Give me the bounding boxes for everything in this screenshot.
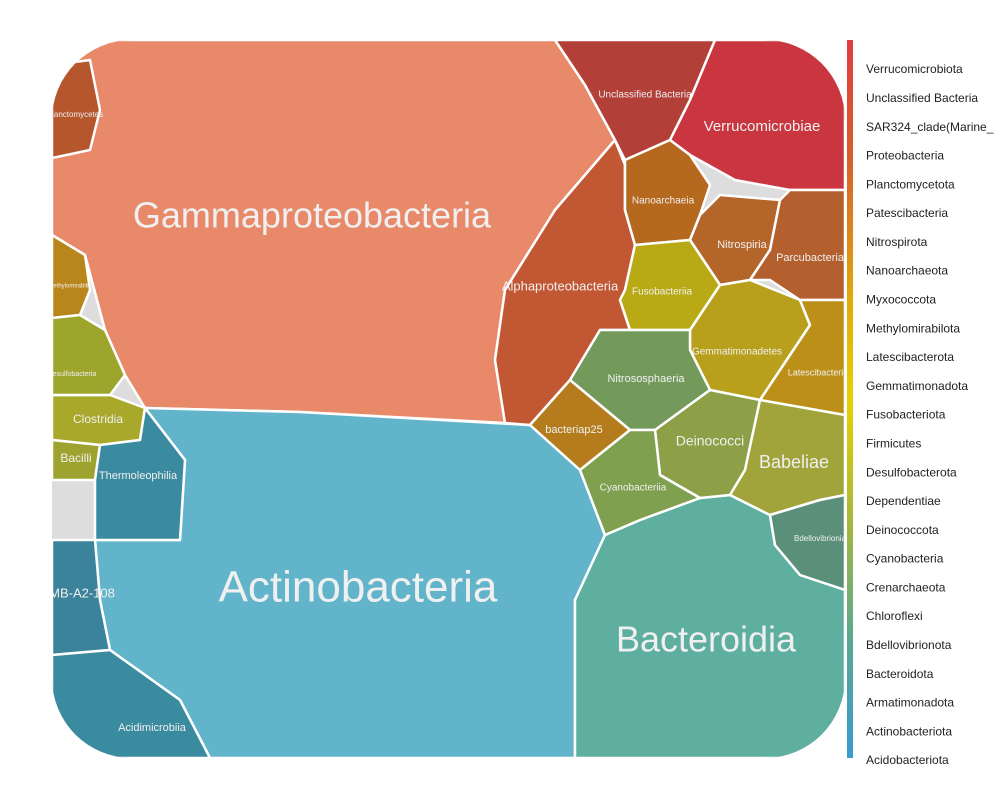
cell bbox=[52, 233, 92, 320]
cell-label: Verrucomicrobiae bbox=[704, 118, 821, 135]
cell-label: Cyanobacteriia bbox=[600, 483, 667, 494]
legend-label: Planctomycetota bbox=[866, 177, 955, 191]
cell-label: Bacteroidia bbox=[616, 619, 797, 660]
legend-label: Nanoarchaeota bbox=[866, 264, 948, 278]
legend-label: Firmicutes bbox=[866, 436, 921, 450]
cell-label: Babeliae bbox=[759, 452, 829, 472]
legend-label: SAR324_clade(Marine_ bbox=[866, 120, 994, 134]
cell-label: Acidimicrobiia bbox=[118, 722, 187, 734]
legend-label: Chloroflexi bbox=[866, 609, 923, 623]
legend-label: Desulfobacterota bbox=[866, 465, 957, 479]
cell-label: Parcubacteria bbox=[776, 252, 845, 264]
cell-label: Alphaproteobacteria bbox=[502, 278, 619, 293]
cell-label: Methylomirabilia bbox=[48, 284, 92, 290]
cell bbox=[578, 428, 702, 537]
legend-label: Cyanobacteria bbox=[866, 552, 944, 566]
cell-label: Nitrospiria bbox=[717, 239, 767, 251]
cell-label: Thermoleophilia bbox=[99, 470, 178, 482]
legend-label: Dependentiae bbox=[866, 494, 941, 508]
cell-label: Bacilli bbox=[60, 451, 91, 465]
cell bbox=[668, 40, 845, 192]
cell-label: Fusobacteriia bbox=[632, 287, 692, 298]
cell-label: Desulfobacteria bbox=[48, 371, 97, 378]
legend-label: Actinobacteriota bbox=[866, 724, 952, 738]
legend-label: Unclassified Bacteria bbox=[866, 91, 978, 105]
cell-label: Gammaproteobacteria bbox=[133, 195, 492, 236]
legend-label: Methylomirabilota bbox=[866, 321, 960, 335]
legend-label: Fusobacteriota bbox=[866, 408, 946, 422]
legend-label: Myxococcota bbox=[866, 293, 936, 307]
cell bbox=[52, 58, 102, 160]
legend-label: Latescibacterota bbox=[866, 350, 954, 364]
cell-label: Nanoarchaeia bbox=[632, 196, 695, 207]
cell bbox=[52, 313, 127, 397]
legend: Verrucomicrobiota Unclassified Bacteria SA… bbox=[866, 62, 994, 767]
cell bbox=[52, 648, 212, 758]
cell-label: Deinococci bbox=[676, 433, 744, 449]
legend-label: Bacteroidota bbox=[866, 667, 934, 681]
cell bbox=[758, 298, 845, 417]
cell bbox=[768, 493, 845, 592]
legend-label: Nitrospirota bbox=[866, 235, 928, 249]
cell-label: MB-A2-108 bbox=[49, 585, 115, 600]
cell bbox=[93, 406, 187, 542]
legend-label: Verrucomicrobiota bbox=[866, 62, 963, 76]
legend-label: Deinococcota bbox=[866, 523, 939, 537]
legend-label: Patescibacteria bbox=[866, 206, 948, 220]
cell-label: Bdellovibrionia bbox=[794, 534, 847, 543]
cell-label: Gemmatimonadetes bbox=[692, 347, 782, 358]
cell-label: Planctomycetes bbox=[47, 110, 103, 119]
cell bbox=[52, 538, 112, 657]
legend-label: Gemmatimonadota bbox=[866, 379, 968, 393]
legend-label: Acidobacteriota bbox=[866, 753, 949, 767]
legend-label: Armatimonadota bbox=[866, 696, 954, 710]
cell-label: Clostridia bbox=[73, 412, 123, 426]
cell-label: Actinobacteria bbox=[219, 563, 498, 612]
cell-label: Latescibacteria bbox=[788, 367, 849, 377]
legend-colorbar bbox=[847, 40, 853, 758]
cells: Gammaproteobacteria Actinobacteria Bactero… bbox=[47, 40, 849, 758]
cell-label: Unclassified Bacteria bbox=[598, 90, 692, 101]
legend-label: Proteobacteria bbox=[866, 149, 944, 163]
cell-label: bacteriap25 bbox=[545, 424, 603, 436]
legend-label: Crenarchaeota bbox=[866, 580, 946, 594]
cell-label: Nitrososphaeria bbox=[607, 373, 685, 385]
legend-label: Bdellovibrionota bbox=[866, 638, 952, 652]
